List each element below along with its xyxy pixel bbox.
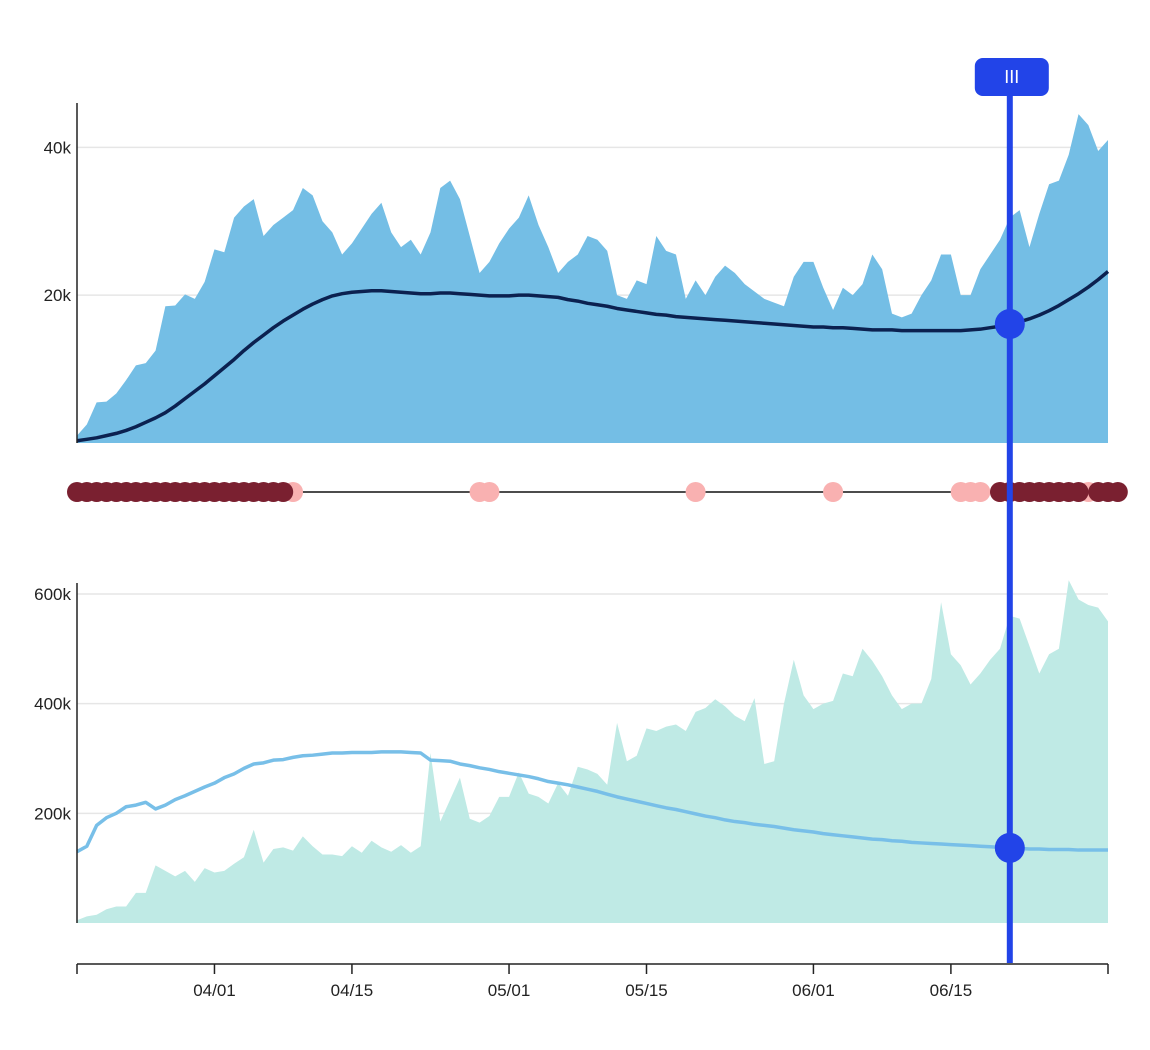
date-axis-tick-label: 05/15 xyxy=(625,981,668,1000)
scrubber-handle[interactable]: III xyxy=(974,58,1049,96)
date-axis-tick-label: 06/01 xyxy=(792,981,835,1000)
p1-y-tick-label: 40k xyxy=(44,138,72,157)
cases-panel: 20k 40k xyxy=(44,103,1110,443)
date-axis-tick-label: 04/01 xyxy=(193,981,236,1000)
cases-average-line xyxy=(76,270,1110,443)
date-axis: 04/01 04/15 05/01 05/15 06/01 06/15 xyxy=(76,963,1109,1000)
scrubber-cases-point xyxy=(994,309,1025,339)
date-scrubber[interactable]: III xyxy=(974,58,1049,963)
dark-marker xyxy=(273,482,294,502)
p2-y-tick-label: 400k xyxy=(34,695,71,714)
date-axis-tick-label: 05/01 xyxy=(488,981,531,1000)
date-axis-tick-label: 06/15 xyxy=(930,981,973,1000)
dark-marker xyxy=(1068,482,1089,502)
p2-y-tick-label: 600k xyxy=(34,585,71,604)
light-marker xyxy=(685,482,706,502)
date-axis-tick-label: 04/15 xyxy=(331,981,374,1000)
light-marker xyxy=(479,482,500,502)
light-marker xyxy=(970,482,991,502)
p1-y-tick-label: 20k xyxy=(44,286,72,305)
p2-y-tick-label: 200k xyxy=(34,804,71,823)
dark-marker xyxy=(1107,482,1128,502)
date-axis-ticks: 04/01 04/15 05/01 05/15 06/01 06/15 xyxy=(76,964,1109,1000)
tests-panel: 200k 400k 600k xyxy=(34,580,1108,923)
scrubber-tests-point xyxy=(994,832,1025,863)
tests-average-line xyxy=(76,750,1108,854)
scrubber-handle-box[interactable] xyxy=(974,58,1049,96)
grip-icon[interactable]: III xyxy=(1004,67,1019,87)
tests-daily-area xyxy=(77,580,1108,923)
tests-y-tick-labels: 200k 400k 600k xyxy=(34,585,71,823)
trend-marker-strip xyxy=(67,482,1128,502)
dark-marker-group xyxy=(67,482,1128,502)
cases-y-tick-labels: 20k 40k xyxy=(44,138,72,305)
light-marker xyxy=(823,482,844,502)
cases-daily-area xyxy=(77,114,1108,443)
